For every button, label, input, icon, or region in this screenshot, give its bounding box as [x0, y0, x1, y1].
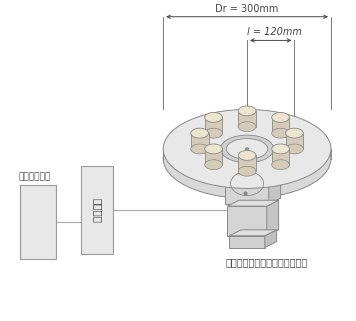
Ellipse shape	[226, 139, 268, 159]
Ellipse shape	[272, 112, 289, 122]
Ellipse shape	[205, 144, 222, 154]
Polygon shape	[225, 161, 281, 167]
Text: ドライバ: ドライバ	[92, 198, 102, 222]
Ellipse shape	[163, 119, 331, 198]
Ellipse shape	[205, 128, 222, 138]
Polygon shape	[230, 159, 264, 167]
Text: 上位制御機器: 上位制御機器	[18, 172, 51, 181]
Ellipse shape	[245, 148, 249, 150]
Polygon shape	[267, 200, 279, 236]
Ellipse shape	[191, 144, 209, 154]
Ellipse shape	[238, 106, 256, 116]
Ellipse shape	[238, 166, 256, 176]
Text: ギヤードステッピングモーター: ギヤードステッピングモーター	[226, 257, 308, 267]
Ellipse shape	[272, 160, 289, 169]
Bar	[227, 206, 267, 236]
Polygon shape	[272, 149, 289, 165]
Ellipse shape	[205, 160, 222, 169]
Bar	[20, 186, 56, 259]
Bar	[81, 166, 113, 255]
Polygon shape	[238, 111, 256, 127]
Ellipse shape	[238, 151, 256, 160]
Ellipse shape	[220, 135, 274, 163]
Polygon shape	[191, 133, 209, 149]
Polygon shape	[286, 133, 303, 149]
Polygon shape	[272, 117, 289, 133]
Bar	[225, 167, 269, 204]
Bar	[229, 236, 265, 247]
Ellipse shape	[286, 144, 303, 154]
Ellipse shape	[205, 112, 222, 122]
Ellipse shape	[163, 109, 331, 188]
Polygon shape	[238, 155, 256, 171]
Polygon shape	[265, 230, 277, 247]
Ellipse shape	[272, 144, 289, 154]
Ellipse shape	[286, 128, 303, 138]
Polygon shape	[229, 230, 277, 236]
Ellipse shape	[272, 128, 289, 138]
Text: l = 120mm: l = 120mm	[247, 28, 302, 38]
Polygon shape	[269, 161, 281, 204]
Text: Dr = 300mm: Dr = 300mm	[215, 4, 279, 14]
Polygon shape	[205, 149, 222, 165]
Ellipse shape	[238, 122, 256, 132]
Ellipse shape	[191, 128, 209, 138]
Polygon shape	[205, 117, 222, 133]
Polygon shape	[227, 200, 279, 206]
